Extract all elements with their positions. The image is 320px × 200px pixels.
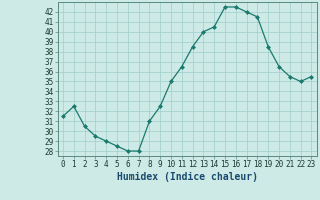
X-axis label: Humidex (Indice chaleur): Humidex (Indice chaleur) — [117, 172, 258, 182]
